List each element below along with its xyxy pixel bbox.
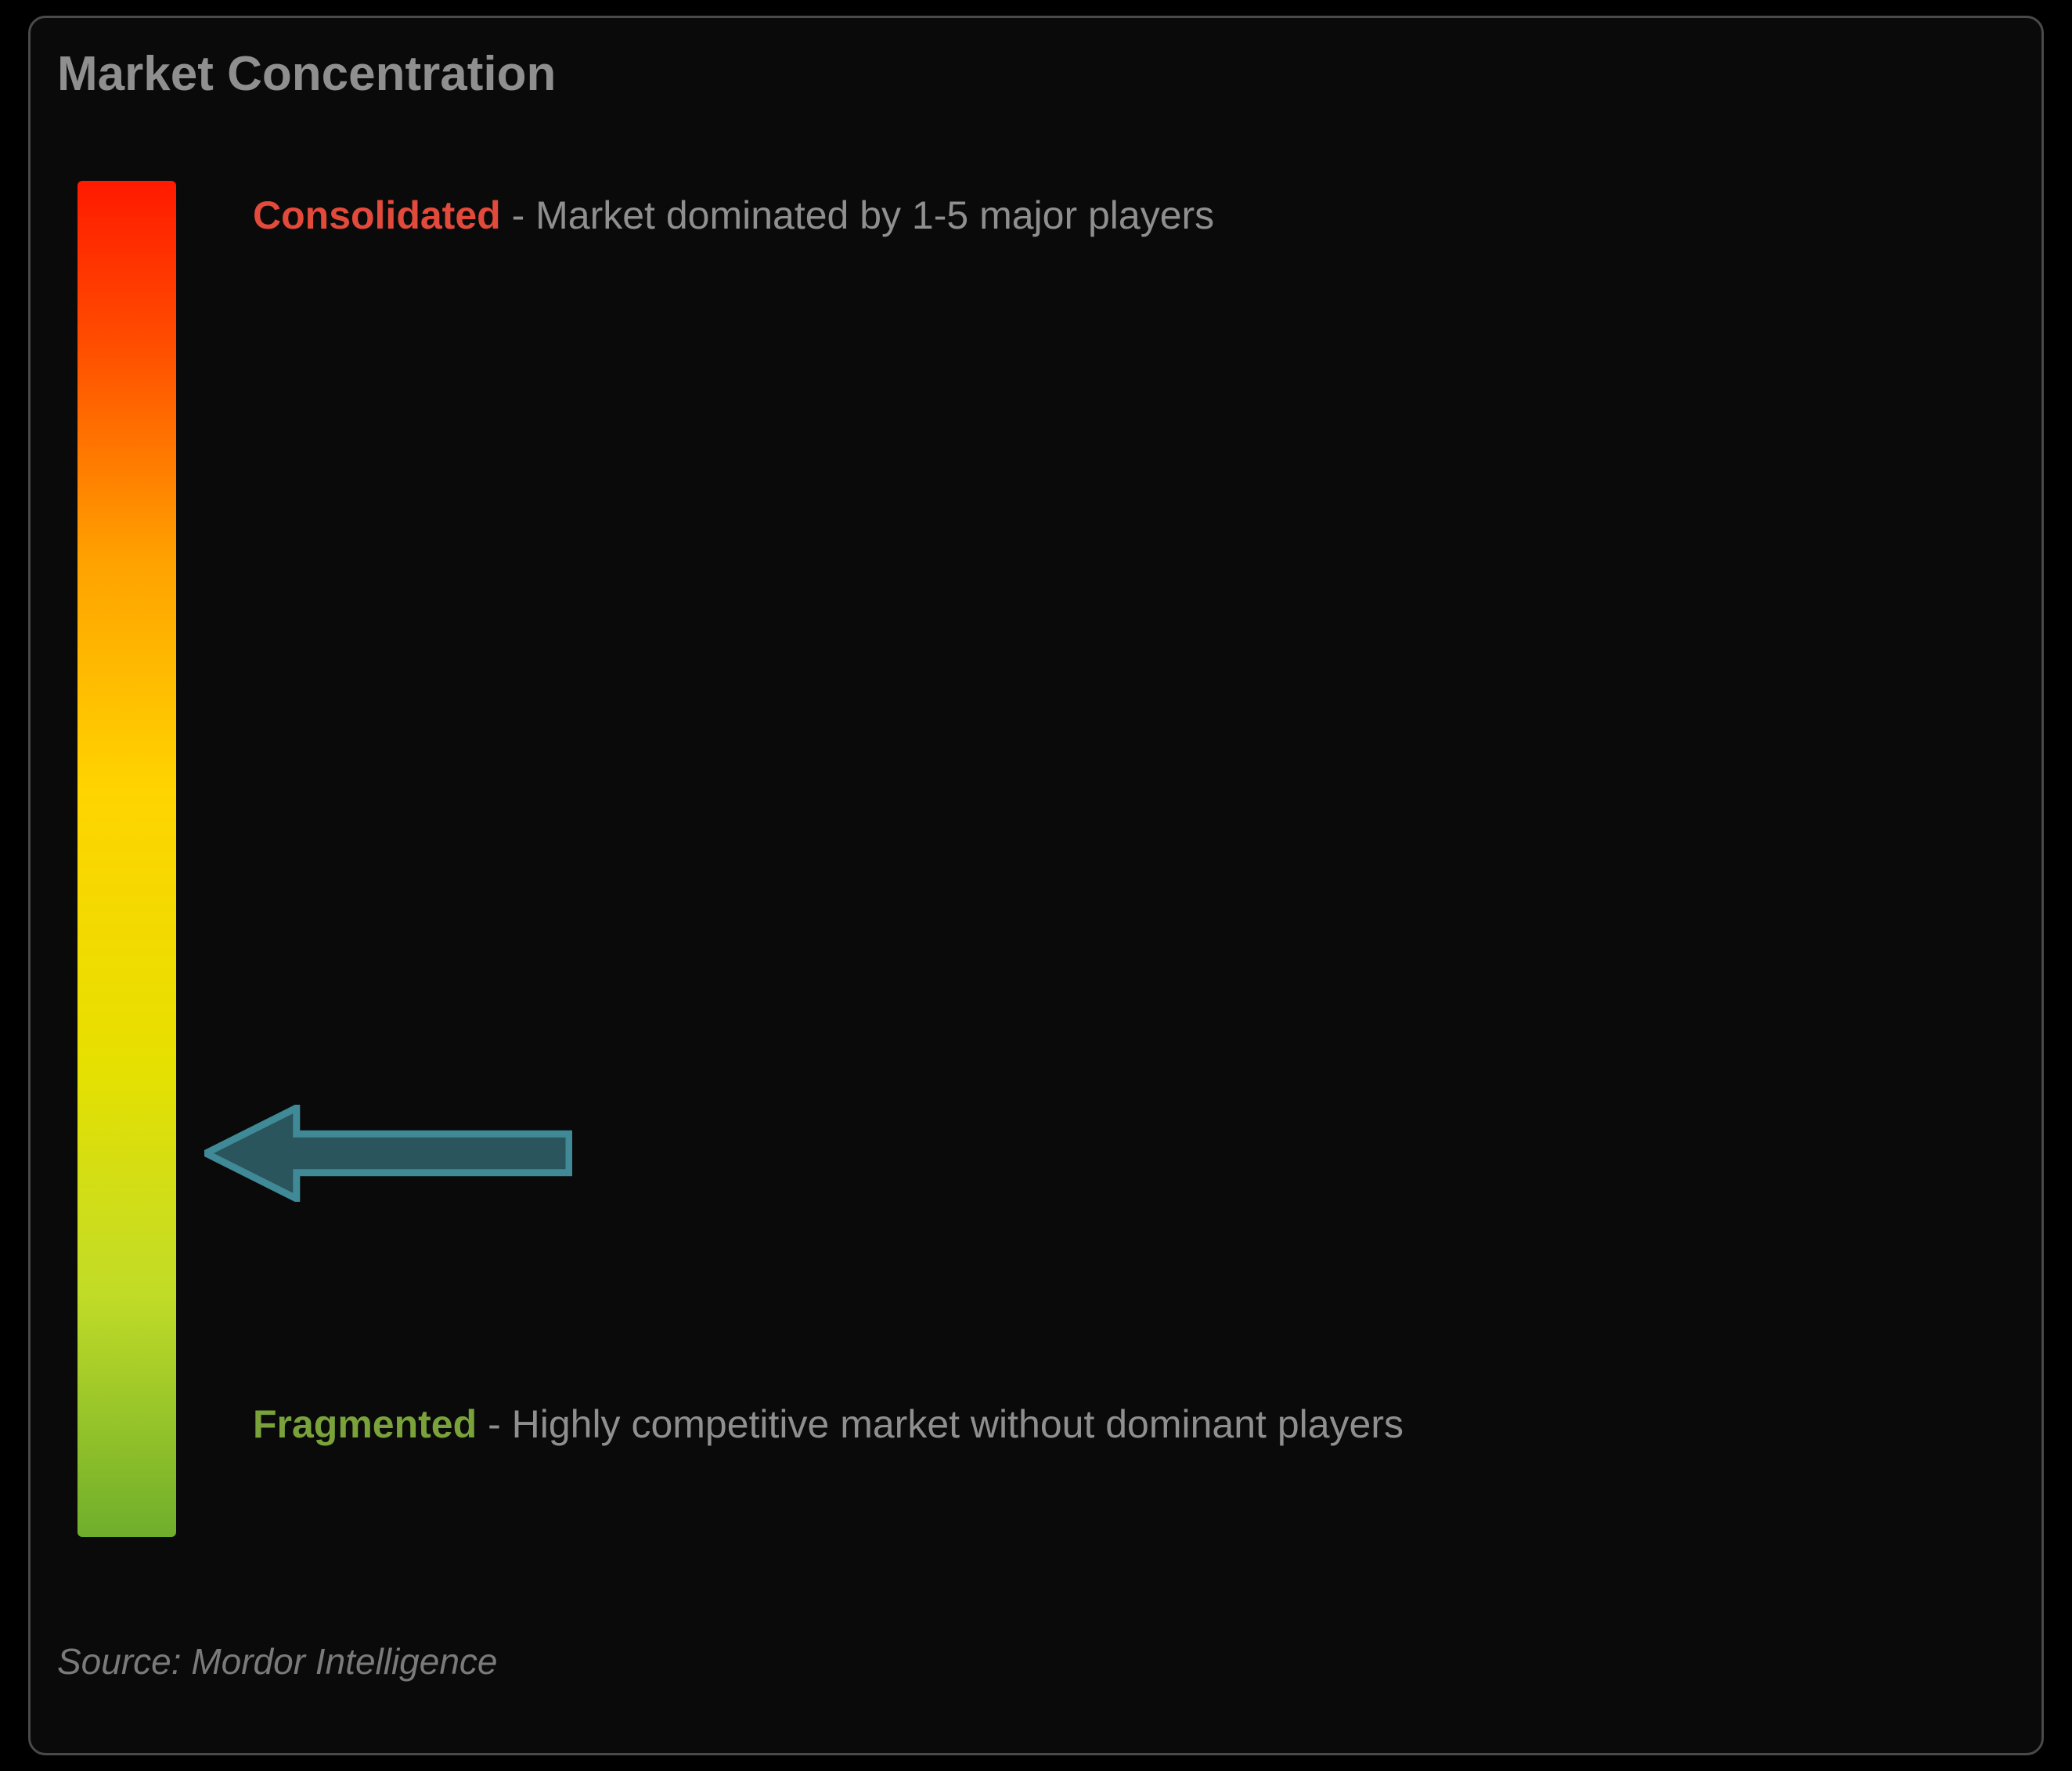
consolidated-key: Consolidated	[253, 193, 501, 237]
arrow-left-icon	[204, 1105, 572, 1202]
source-prefix: Source:	[57, 1641, 191, 1682]
consolidated-desc: - Market dominated by 1-5 major players	[512, 193, 1215, 237]
source-name: Mordor Intelligence	[191, 1641, 497, 1682]
infographic-card: Market Concentration Consolidated - Mark…	[28, 16, 2044, 1755]
source-attribution: Source: Mordor Intelligence	[57, 1640, 498, 1683]
fragmented-label: Fragmented - Highly competitive market w…	[253, 1394, 1584, 1455]
fragmented-desc: - Highly competitive market without domi…	[488, 1402, 1404, 1446]
consolidated-label: Consolidated - Market dominated by 1-5 m…	[253, 186, 1740, 247]
position-indicator-arrow	[204, 1105, 572, 1202]
chart-title: Market Concentration	[57, 46, 556, 102]
fragmented-key: Fragmented	[253, 1402, 477, 1446]
concentration-gradient-bar	[77, 181, 176, 1537]
